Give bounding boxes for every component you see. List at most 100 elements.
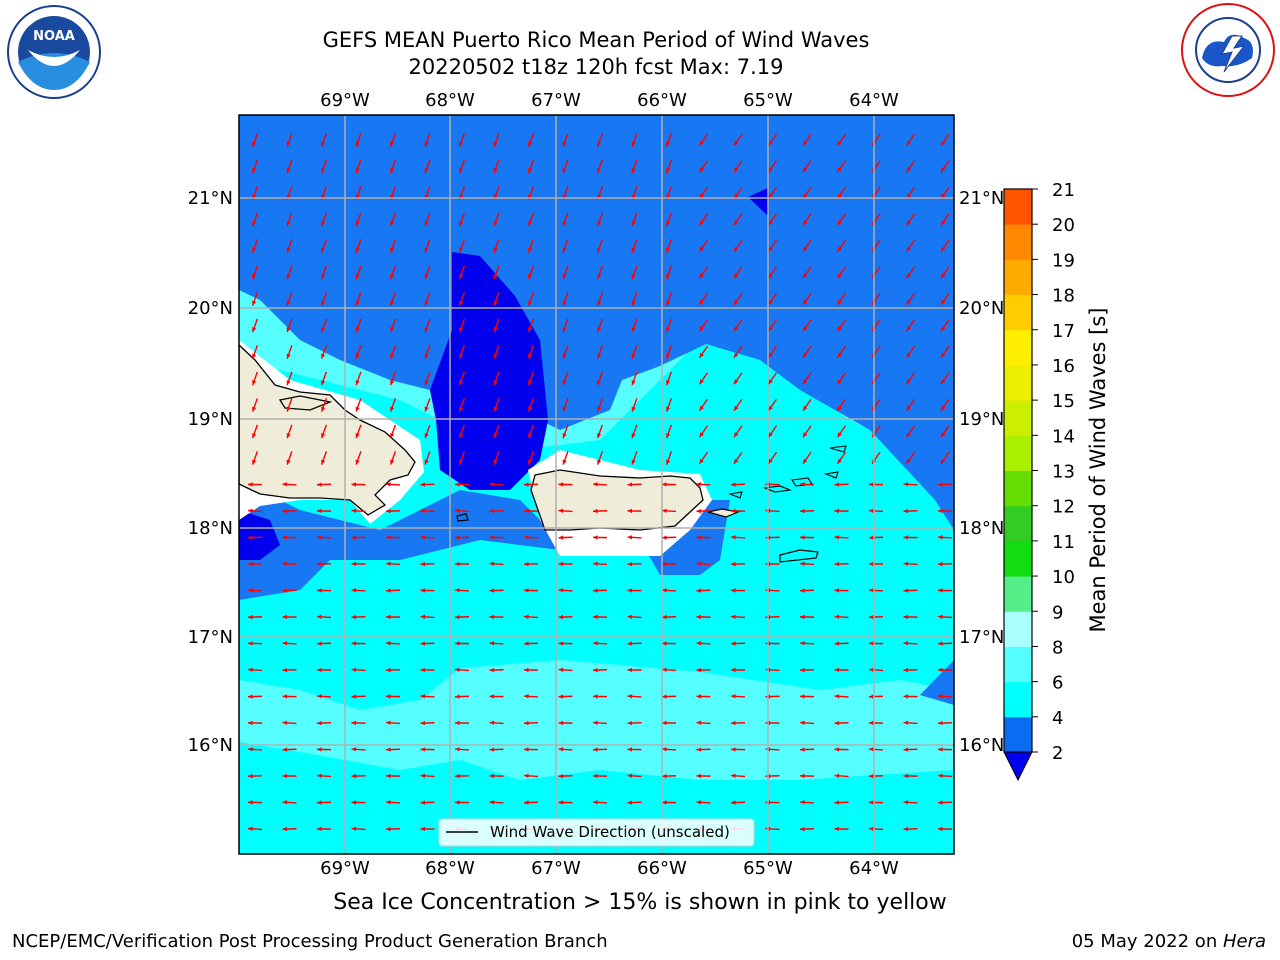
wave-direction-arrow	[940, 266, 950, 279]
wave-direction-arrow	[905, 292, 916, 306]
wave-direction-arrow	[940, 372, 950, 385]
wave-direction-arrow	[454, 694, 470, 699]
wave-direction-arrow	[286, 398, 293, 412]
wave-direction-arrow	[592, 641, 608, 646]
wave-direction-arrow	[592, 508, 608, 514]
wave-direction-arrow	[527, 398, 535, 412]
wave-direction-arrow	[523, 482, 539, 487]
colorbar-tick-label: 14	[1052, 426, 1075, 447]
wave-direction-arrow	[733, 451, 743, 465]
wave-direction-arrow	[661, 482, 677, 487]
wave-direction-arrow	[631, 398, 638, 412]
wave-direction-arrow	[523, 800, 539, 805]
wave-direction-arrow	[458, 159, 466, 174]
wave-direction-arrow	[733, 266, 743, 279]
wave-direction-arrow	[767, 425, 778, 438]
wave-direction-arrow	[316, 720, 332, 726]
wave-direction-arrow	[527, 159, 535, 174]
wave-direction-arrow	[316, 535, 332, 540]
colorbar-segment	[1004, 294, 1032, 331]
wave-direction-arrow	[733, 292, 743, 306]
wave-direction-arrow	[420, 535, 435, 540]
wave-direction-arrow	[562, 398, 569, 412]
wave-direction-arrow	[631, 159, 638, 174]
wave-direction-arrow	[389, 133, 397, 147]
lon-labels-bottom: 69°W 68°W 67°W 66°W 65°W 64°W	[320, 858, 899, 879]
wave-direction-arrow	[282, 773, 297, 779]
wave-direction-arrow	[527, 133, 535, 147]
wave-direction-arrow	[730, 720, 746, 726]
wave-direction-arrow	[458, 212, 466, 227]
wave-direction-arrow	[592, 720, 608, 725]
wave-direction-arrow	[903, 800, 918, 805]
wave-direction-arrow	[320, 345, 328, 359]
map-plot-area	[239, 115, 954, 854]
colorbar-tick-label: 20	[1052, 215, 1075, 236]
wave-direction-arrow	[592, 482, 608, 487]
wave-direction-arrow	[527, 212, 535, 227]
wave-direction-arrow	[596, 292, 604, 306]
wave-direction-arrow	[733, 372, 743, 385]
footer-date-text: 05 May 2022 on	[1071, 931, 1223, 952]
wave-direction-arrow	[730, 773, 746, 778]
wave-direction-arrow	[562, 239, 569, 253]
wave-direction-arrow	[937, 800, 953, 805]
sombrero-island	[829, 445, 847, 453]
wave-direction-arrow	[631, 133, 638, 147]
wave-direction-arrow	[320, 424, 328, 439]
wave-direction-arrow	[836, 319, 847, 332]
wave-direction-arrow	[454, 482, 470, 487]
wave-direction-arrow	[937, 826, 953, 832]
wave-direction-arrow	[282, 588, 297, 593]
sea-fill-under-2-west	[239, 510, 280, 560]
wave-direction-arrow	[696, 720, 711, 725]
wave-direction-arrow	[320, 318, 328, 333]
wave-direction-arrow	[767, 266, 778, 279]
wave-direction-arrow	[558, 535, 573, 540]
wave-direction-arrow	[523, 508, 539, 514]
wave-direction-arrow	[251, 424, 259, 439]
wave-direction-arrow	[799, 773, 815, 779]
wave-direction-arrow	[454, 747, 470, 752]
wave-direction-arrow	[661, 614, 677, 620]
wave-direction-arrow	[799, 561, 815, 566]
wave-direction-arrow	[389, 345, 397, 359]
wave-direction-arrow	[424, 292, 431, 306]
wave-direction-arrow	[868, 694, 884, 699]
wave-direction-arrow	[596, 159, 604, 174]
wave-direction-arrow	[282, 641, 297, 646]
wave-direction-arrow	[558, 614, 573, 620]
wave-direction-arrow	[698, 160, 709, 173]
wave-direction-arrow	[562, 212, 569, 227]
wave-direction-arrow	[940, 319, 950, 332]
wave-direction-arrow	[489, 641, 504, 646]
wave-direction-arrow	[661, 588, 677, 593]
wave-direction-arrow	[351, 773, 366, 779]
wave-direction-arrow	[698, 345, 709, 359]
wave-direction-arrow	[454, 720, 470, 726]
wave-direction-arrow	[286, 318, 293, 333]
wave-direction-arrow	[733, 345, 743, 359]
wave-direction-arrow	[836, 213, 847, 226]
wave-direction-arrow	[424, 239, 431, 253]
wave-direction-arrow	[767, 239, 778, 253]
lat-label: 17°N	[959, 627, 1004, 648]
puerto-rico-land	[530, 469, 704, 531]
wave-direction-arrow	[251, 239, 259, 253]
wave-direction-arrow	[558, 747, 573, 752]
wave-direction-arrow	[389, 398, 397, 412]
wave-direction-arrow	[834, 720, 849, 726]
wave-direction-arrow	[316, 667, 332, 673]
wave-direction-arrow	[661, 800, 677, 805]
wave-direction-arrow	[767, 451, 778, 465]
wave-direction-arrow	[627, 694, 642, 699]
colorbar-segment	[1004, 576, 1032, 612]
lon-label: 69°W	[320, 90, 370, 111]
wave-direction-arrow	[316, 694, 332, 699]
wave-direction-arrow	[424, 318, 431, 333]
wave-direction-arrow	[385, 667, 401, 673]
wave-direction-arrow	[836, 451, 847, 465]
wave-direction-arrow	[251, 451, 259, 465]
wave-direction-arrow	[385, 561, 401, 566]
wave-direction-arrow	[424, 265, 431, 280]
